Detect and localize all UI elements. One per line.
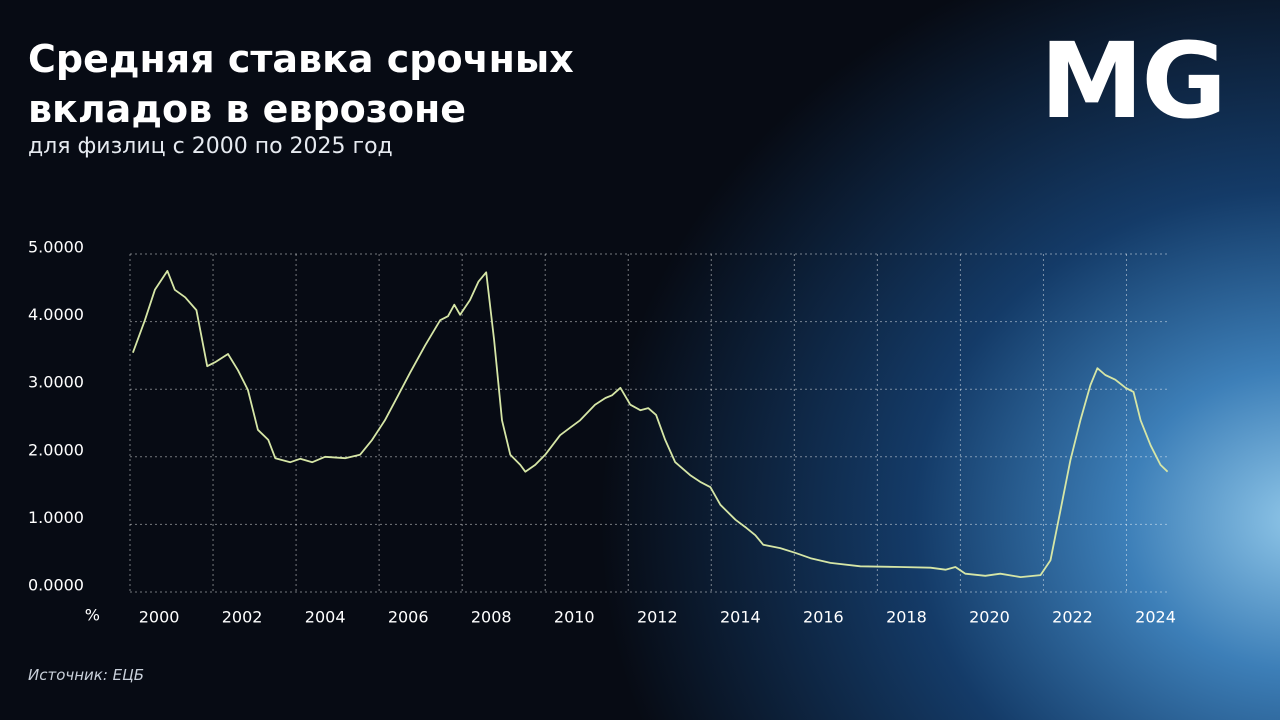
- x-tick-label: 2022: [1052, 608, 1093, 627]
- y-tick-label: 0.0000: [28, 576, 84, 595]
- x-tick-label: 2006: [388, 608, 429, 627]
- x-tick-label: 2012: [637, 608, 678, 627]
- x-tick-label: 2008: [471, 608, 512, 627]
- x-tick-label: 2004: [305, 608, 346, 627]
- x-tick-label: 2018: [886, 608, 927, 627]
- x-tick-label: 2010: [554, 608, 595, 627]
- x-tick-label: 2024: [1135, 608, 1176, 627]
- y-tick-label: 4.0000: [28, 305, 84, 324]
- y-tick-label: 3.0000: [28, 373, 84, 392]
- y-tick-label: 2.0000: [28, 440, 84, 459]
- x-tick-label: 2014: [720, 608, 761, 627]
- x-tick-label: 2000: [139, 608, 180, 627]
- source-note: Источник: ЕЦБ: [28, 666, 145, 684]
- chart-subtitle: для физлиц с 2000 по 2025 год: [28, 134, 393, 159]
- y-axis-label: %: [85, 606, 100, 625]
- y-tick-label: 5.0000: [28, 238, 84, 257]
- logo: MG: [1040, 20, 1227, 142]
- x-tick-label: 2020: [969, 608, 1010, 627]
- chart-title: Средняя ставка срочных вкладов в еврозон…: [28, 37, 574, 131]
- x-tick-label: 2002: [222, 608, 263, 627]
- y-tick-label: 1.0000: [28, 508, 84, 527]
- data-line: [132, 270, 1169, 578]
- x-tick-label: 2016: [803, 608, 844, 627]
